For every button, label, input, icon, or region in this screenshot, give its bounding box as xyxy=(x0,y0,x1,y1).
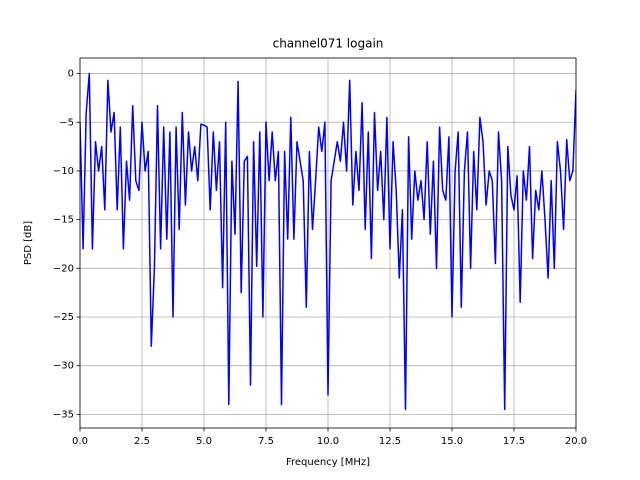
y-tick-label: −35 xyxy=(53,409,74,420)
plot-area xyxy=(80,72,576,411)
x-tick-label: 17.5 xyxy=(503,436,525,447)
x-axis-label: Frequency [MHz] xyxy=(286,457,370,468)
y-tick-label: 0 xyxy=(68,69,74,80)
chart-title: channel071 logain xyxy=(273,37,384,51)
data-line xyxy=(80,72,576,411)
y-tick-label: −30 xyxy=(53,361,74,372)
y-tick-label: −20 xyxy=(53,263,74,274)
x-tick-label: 20.0 xyxy=(565,436,587,447)
x-tick-label: 7.5 xyxy=(258,436,274,447)
x-tick-label: 12.5 xyxy=(379,436,401,447)
y-tick-label: −5 xyxy=(59,117,74,128)
x-tick-label: 10.0 xyxy=(317,436,339,447)
x-tick-label: 15.0 xyxy=(441,436,463,447)
x-tick-label: 5.0 xyxy=(196,436,212,447)
x-tick-label: 0.0 xyxy=(72,436,88,447)
y-tick-label: −15 xyxy=(53,215,74,226)
x-tick-label: 2.5 xyxy=(134,436,150,447)
y-tick-label: −10 xyxy=(53,166,74,177)
y-axis-label: PSD [dB] xyxy=(23,221,34,265)
y-tick-label: −25 xyxy=(53,312,74,323)
